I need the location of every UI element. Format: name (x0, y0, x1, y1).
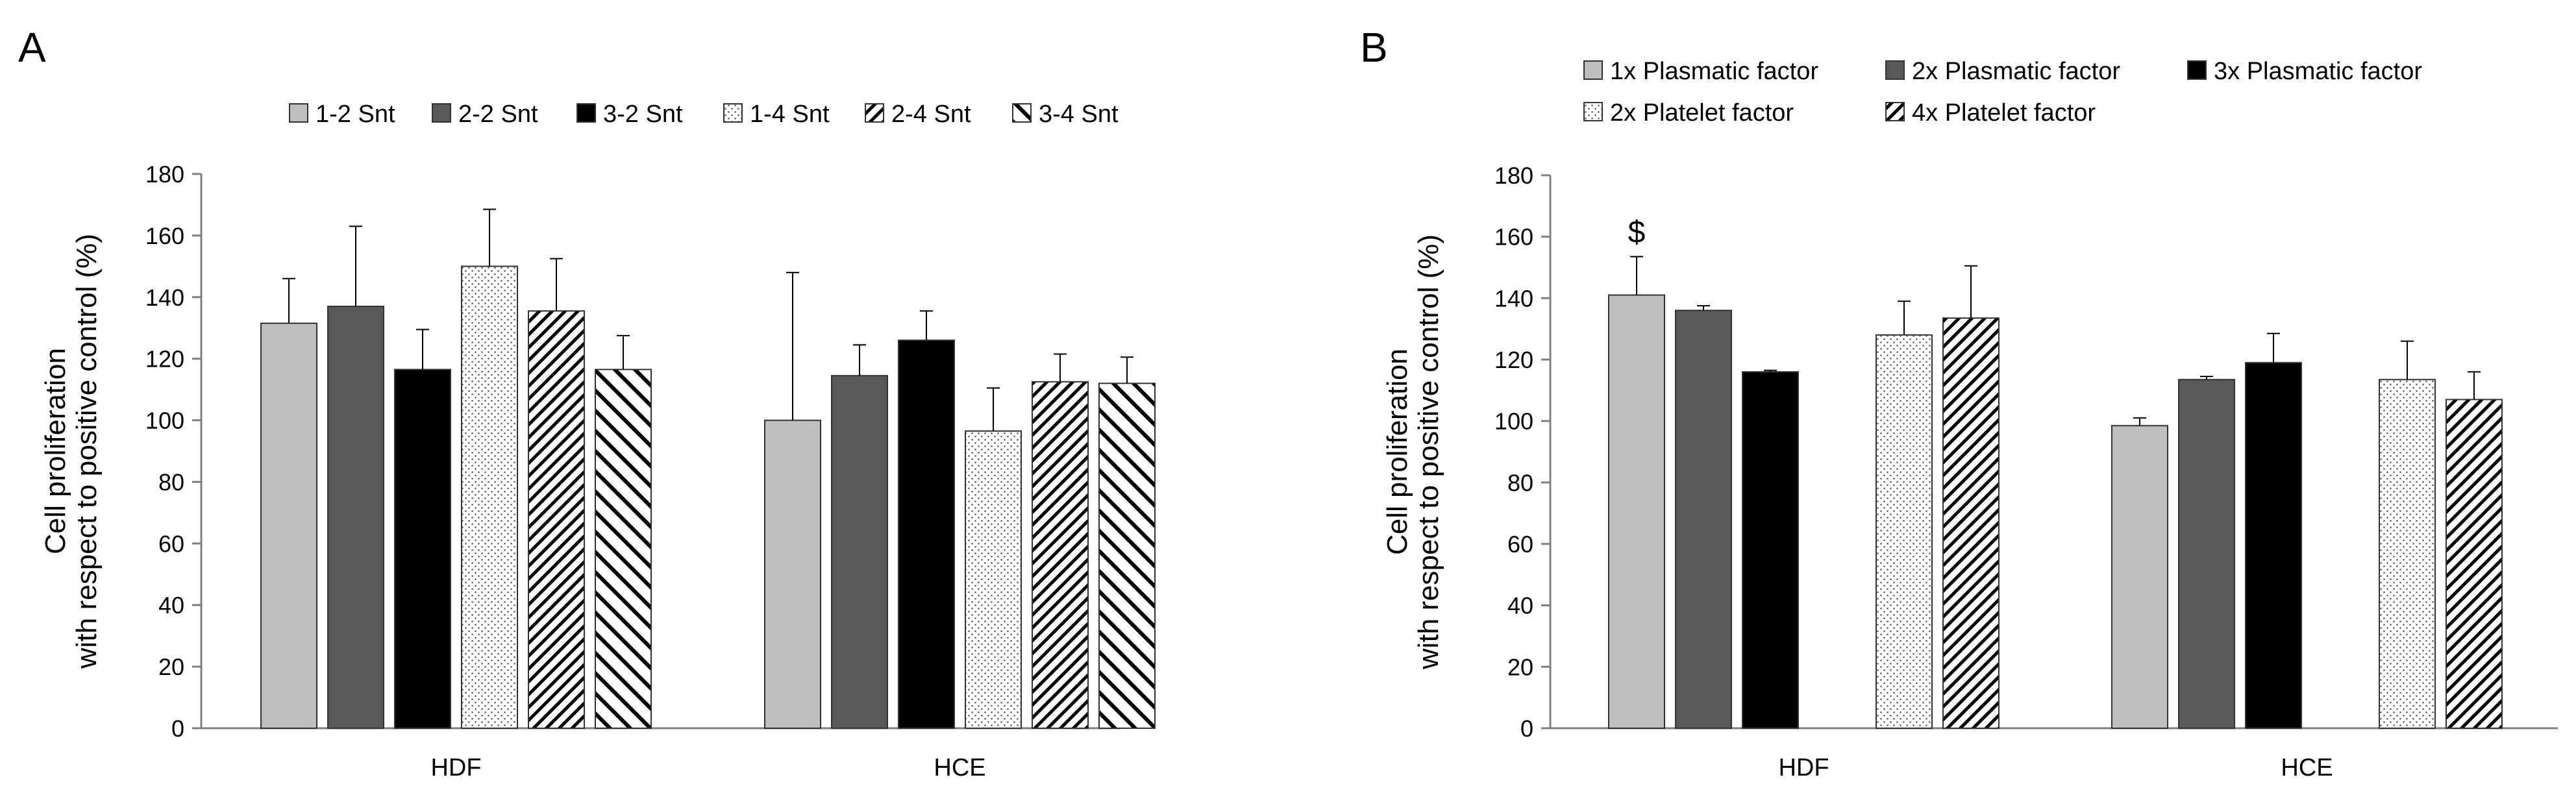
legend-swatch-2-4-snt (865, 103, 884, 123)
y-tick-label: 20 (158, 654, 184, 680)
legend-label-3-4-snt: 3-4 Snt (1039, 101, 1119, 128)
y-tick-label: 120 (1494, 347, 1533, 373)
bar-1x-plasmatic-factor-hdf (1608, 294, 1665, 730)
legend-label-1-2-snt: 1-2 Snt (316, 101, 395, 128)
legend-swatch-4x-platelet-factor (1885, 102, 1905, 121)
bar-1-2-snt-hdf (260, 323, 317, 730)
annotation-label: $ (1628, 215, 1646, 249)
bar-2x-platelet-factor-hce (2379, 378, 2436, 729)
y-tick-label: 140 (145, 284, 184, 311)
legend-swatch-2x-plasmatic-factor (1885, 60, 1905, 80)
y-axis-title: with respect to positive control (%) (1413, 234, 1444, 670)
panel-letter: A (18, 24, 46, 71)
y-tick-label: 40 (1507, 593, 1533, 619)
y-tick-label: 100 (145, 408, 184, 434)
x-category-label: HCE (2281, 754, 2333, 781)
y-tick-label: 0 (1520, 715, 1533, 742)
y-tick-label: 80 (158, 469, 184, 495)
bar-2x-plasmatic-factor-hce (2178, 378, 2235, 729)
bar-2-4-snt-hce (1032, 381, 1089, 729)
legend-label-3x-plasmatic-factor: 3x Plasmatic factor (2214, 58, 2422, 85)
legend-swatch-3x-plasmatic-factor (2187, 60, 2207, 80)
legend-label-1-4-snt: 1-4 Snt (750, 101, 830, 128)
y-axis-title: Cell proliferation (40, 348, 71, 554)
legend-swatch-3-4-snt (1012, 103, 1032, 123)
legend-swatch-1-4-snt (723, 103, 743, 123)
legend-label-2-4-snt: 2-4 Snt (891, 101, 971, 128)
panel-b-chart: B 1x Plasmatic factor 2x Plasmatic factor 3… (1360, 24, 2558, 781)
y-tick-label: 20 (1507, 654, 1533, 680)
y-tick-label: 180 (1494, 162, 1533, 189)
bar-1-2-snt-hce (764, 419, 821, 729)
bar-2-4-snt-hdf (528, 310, 585, 729)
panel-a-chart: A 1-2 Snt 2-2 Snt 3-2 Snt 1-4 Snt 2-4 Snt 3-4 … (18, 24, 1156, 781)
bar-3x-plasmatic-factor-hce (2245, 362, 2302, 729)
x-category-label: HCE (934, 754, 985, 781)
bar-3-4-snt-hce (1098, 382, 1156, 729)
y-axis-title: with respect to positive control (%) (71, 234, 103, 669)
x-category-label: HDF (1778, 754, 1829, 781)
y-tick-label: 140 (1494, 285, 1533, 312)
y-tick-label: 60 (1507, 531, 1533, 558)
legend-swatch-2-2-snt (432, 103, 451, 123)
bar-3-2-snt-hce (898, 339, 955, 729)
bar-2-2-snt-hdf (327, 306, 384, 729)
legend-label-2x-plasmatic-factor: 2x Plasmatic factor (1912, 58, 2120, 85)
bar-1-4-snt-hce (965, 430, 1022, 730)
y-tick-label: 60 (158, 530, 184, 557)
legend-label-4x-platelet-factor: 4x Platelet factor (1912, 99, 2096, 127)
panel-letter: B (1360, 24, 1388, 71)
bar-2-2-snt-hce (831, 374, 888, 729)
bar-4x-platelet-factor-hce (2446, 399, 2503, 729)
legend-label-2x-platelet-factor: 2x Platelet factor (1610, 99, 1794, 127)
legend-label-1x-plasmatic-factor: 1x Plasmatic factor (1610, 58, 1818, 85)
bar-3-4-snt-hdf (595, 369, 652, 729)
y-tick-label: 100 (1494, 408, 1533, 435)
bar-3-2-snt-hdf (394, 369, 451, 729)
y-tick-label: 180 (145, 161, 184, 188)
x-category-label: HDF (430, 754, 481, 781)
bar-2x-plasmatic-factor-hdf (1675, 310, 1732, 729)
y-tick-label: 0 (171, 715, 184, 742)
y-axis-title: Cell proliferation (1381, 349, 1413, 555)
legend-swatch-2x-platelet-factor (1583, 102, 1603, 121)
legend-swatch-1-2-snt (289, 103, 308, 123)
legend-label-2-2-snt: 2-2 Snt (458, 101, 538, 128)
bar-4x-platelet-factor-hdf (1942, 317, 2000, 730)
y-tick-label: 120 (145, 346, 184, 373)
y-tick-label: 40 (158, 592, 184, 619)
y-tick-label: 160 (145, 223, 184, 249)
legend-swatch-3-2-snt (576, 103, 596, 123)
bar-1-4-snt-hdf (461, 265, 518, 730)
legend-label-3-2-snt: 3-2 Snt (603, 101, 683, 128)
bar-2x-platelet-factor-hdf (1876, 334, 1933, 729)
y-tick-label: 80 (1507, 469, 1533, 496)
bar-3x-plasmatic-factor-hdf (1742, 371, 1799, 729)
legend-swatch-1x-plasmatic-factor (1583, 60, 1603, 80)
y-tick-label: 160 (1494, 224, 1533, 251)
bar-1x-plasmatic-factor-hce (2111, 424, 2168, 729)
